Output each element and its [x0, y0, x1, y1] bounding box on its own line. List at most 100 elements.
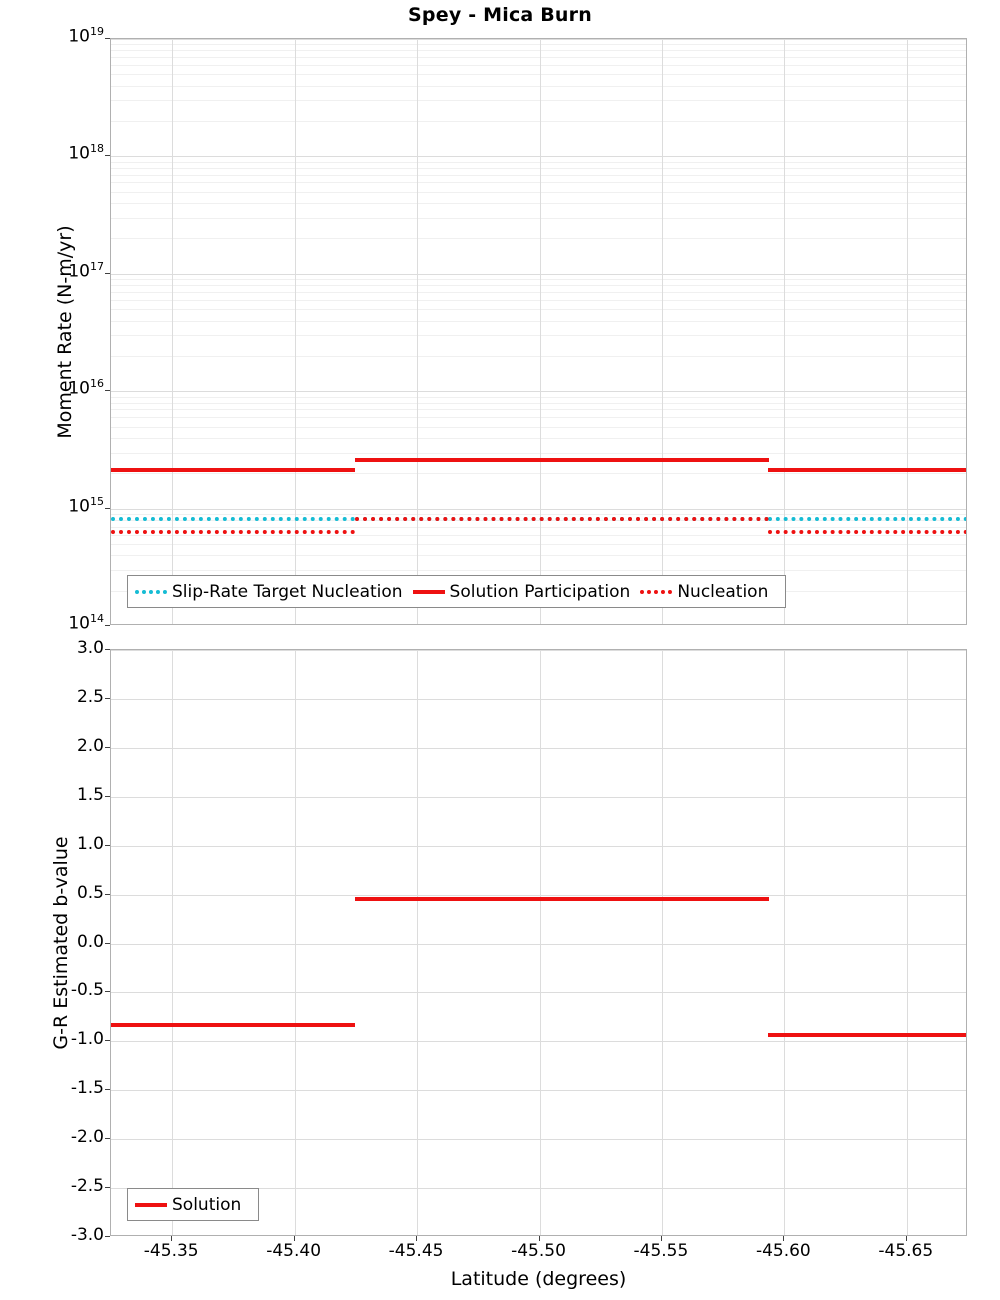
gridline-horizontal	[111, 168, 966, 169]
y-axis-tick-mark	[105, 747, 110, 748]
x-axis-tick-label: -45.40	[266, 1241, 322, 1261]
y-axis-tick-label: -1.5	[70, 1078, 104, 1099]
gridline-horizontal	[111, 335, 966, 336]
y-axis-tick-label: 1015	[68, 494, 104, 517]
gridline-vertical	[784, 650, 785, 1235]
series-segment	[355, 458, 769, 462]
y-axis-tick-label: 2.0	[76, 735, 104, 756]
gridline-horizontal	[111, 86, 966, 87]
gridline-horizontal	[111, 514, 966, 515]
series-segment	[111, 530, 355, 534]
gridline-horizontal	[111, 74, 966, 75]
x-axis-tick-mark	[294, 1236, 295, 1241]
gridline-horizontal	[111, 570, 966, 571]
gridline-horizontal	[111, 846, 966, 847]
y-axis-tick-label: -2.5	[70, 1176, 104, 1197]
gridline-horizontal	[111, 218, 966, 219]
y-axis-tick-mark	[105, 796, 110, 797]
gridline-horizontal	[111, 1090, 966, 1091]
page-title: Spey - Mica Burn	[408, 4, 592, 26]
x-axis-tick-label: -45.35	[143, 1241, 199, 1261]
y-axis-tick-label: -0.5	[70, 980, 104, 1001]
gridline-horizontal	[111, 182, 966, 183]
gridline-vertical	[295, 650, 296, 1235]
gridline-vertical	[295, 39, 296, 624]
x-axis-tick-label: -45.65	[878, 1241, 934, 1261]
gridline-horizontal	[111, 397, 966, 398]
top-legend-entry: Slip-Rate Target Nucleation	[135, 582, 413, 602]
gridline-vertical	[662, 39, 663, 624]
gridline-horizontal	[111, 535, 966, 536]
gridline-vertical	[417, 39, 418, 624]
gridline-horizontal	[111, 292, 966, 293]
x-axis-tick-mark	[783, 1236, 784, 1241]
y-axis-tick-mark	[105, 991, 110, 992]
x-axis-tick-label: -45.45	[388, 1241, 444, 1261]
legend-swatch-icon	[135, 1202, 167, 1207]
gridline-horizontal	[111, 895, 966, 896]
y-axis-tick-label: 1.5	[76, 784, 104, 805]
y-axis-tick-label: 3.0	[76, 638, 104, 658]
gridline-horizontal	[111, 427, 966, 428]
y-axis-tick-mark	[105, 1236, 110, 1237]
gridline-horizontal	[111, 438, 966, 439]
gridline-horizontal	[111, 39, 966, 40]
gridline-horizontal	[111, 279, 966, 280]
y-axis-tick-label: 1018	[68, 142, 104, 165]
series-segment	[768, 517, 966, 521]
gridline-horizontal	[111, 748, 966, 749]
gridline-horizontal	[111, 409, 966, 410]
gridline-horizontal	[111, 100, 966, 101]
bottom-legend-entry: Solution	[135, 1195, 251, 1215]
gridline-horizontal	[111, 650, 966, 651]
gridline-vertical	[172, 650, 173, 1235]
series-segment	[111, 468, 355, 472]
y-axis-tick-mark	[105, 845, 110, 846]
y-axis-tick-mark	[105, 943, 110, 944]
x-axis-tick-mark	[661, 1236, 662, 1241]
gridline-horizontal	[111, 391, 966, 392]
series-segment	[768, 1033, 966, 1037]
gridline-horizontal	[111, 65, 966, 66]
legend-swatch-icon	[412, 589, 445, 594]
gridline-horizontal	[111, 944, 966, 945]
y-axis-tick-mark	[105, 1040, 110, 1041]
y-axis-tick-label: 1014	[68, 612, 104, 634]
gridline-horizontal	[111, 544, 966, 545]
gridline-vertical	[907, 39, 908, 624]
gridline-horizontal	[111, 274, 966, 275]
x-axis-tick-mark	[171, 1236, 172, 1241]
gridline-vertical	[540, 650, 541, 1235]
gridline-horizontal	[111, 175, 966, 176]
gridline-vertical	[784, 39, 785, 624]
gridline-vertical	[172, 39, 173, 624]
y-axis-tick-mark	[105, 1187, 110, 1188]
series-segment	[768, 468, 966, 472]
gridline-horizontal	[111, 1139, 966, 1140]
y-axis-tick-mark	[105, 894, 110, 895]
y-axis-tick-label: 1016	[68, 377, 104, 399]
gridline-vertical	[417, 650, 418, 1235]
gridline-horizontal	[111, 509, 966, 510]
y-axis-tick-mark	[105, 625, 110, 626]
y-axis-tick-label: 2.5	[76, 686, 104, 707]
top-panel-y-axis-label: Moment Rate (N-m/yr)	[54, 225, 76, 439]
gridline-vertical	[540, 39, 541, 624]
gridline-horizontal	[111, 1188, 966, 1189]
legend-swatch-icon	[135, 589, 167, 594]
gridline-horizontal	[111, 162, 966, 163]
gridline-horizontal	[111, 1041, 966, 1042]
y-axis-tick-label: 0.0	[76, 931, 104, 952]
gridline-horizontal	[111, 403, 966, 404]
x-axis-tick-label: -45.55	[633, 1241, 689, 1261]
gridline-horizontal	[111, 473, 966, 474]
legend-label: Solution Participation	[449, 581, 631, 602]
gridline-horizontal	[111, 797, 966, 798]
gridline-horizontal	[111, 238, 966, 239]
gridline-horizontal	[111, 992, 966, 993]
y-axis-tick-mark	[105, 698, 110, 699]
gridline-horizontal	[111, 699, 966, 700]
y-axis-tick-label: -1.0	[70, 1029, 104, 1050]
y-axis-tick-mark	[105, 155, 110, 156]
